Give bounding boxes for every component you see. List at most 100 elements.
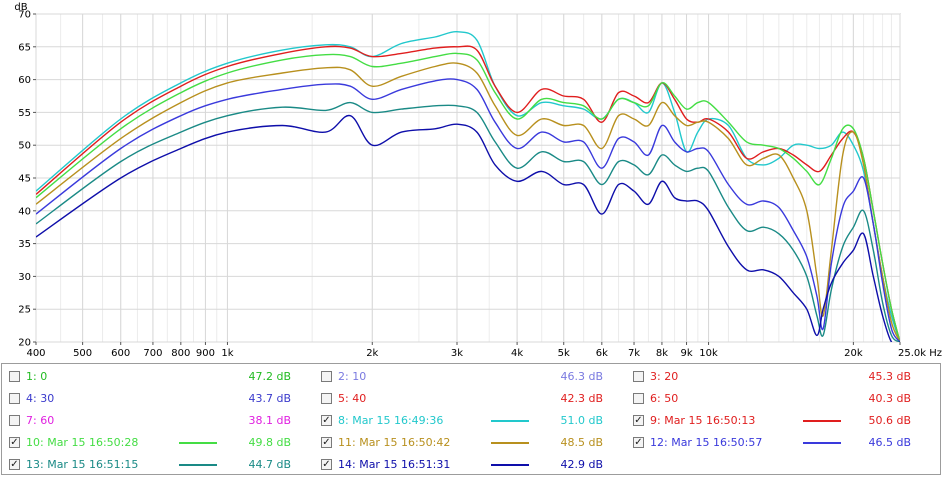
legend-item[interactable]: 2: 10 46.3 dB: [321, 368, 626, 388]
legend-item[interactable]: ✓ 10: Mar 15 16:50:28 49.8 dB: [9, 434, 314, 454]
legend-value: 45.3 dB: [868, 370, 911, 383]
tick-label-x: 3k: [451, 348, 463, 359]
check-icon: ✓: [322, 437, 331, 448]
tick-label-y: 45: [18, 174, 31, 185]
legend-checkbox-checked[interactable]: ✓: [321, 459, 332, 470]
legend-checkbox[interactable]: [633, 393, 644, 404]
legend-value: 38.1 dB: [248, 414, 291, 427]
tick-label-x: 10k: [699, 348, 718, 359]
legend-item[interactable]: 4: 30 43.7 dB: [9, 390, 314, 410]
tick-label-y: 55: [18, 108, 31, 119]
legend-checkbox[interactable]: [633, 371, 644, 382]
check-icon: ✓: [634, 437, 643, 448]
tick-label-y: 25: [18, 305, 31, 316]
tick-label-x: 900: [196, 348, 215, 359]
legend-swatch: [803, 420, 841, 422]
tick-label-y: 40: [18, 206, 31, 217]
legend-label: 12: Mar 15 16:50:57: [650, 436, 763, 449]
legend-label: 9: Mar 15 16:50:13: [650, 414, 756, 427]
tick-label-x: 25.0k Hz: [898, 348, 942, 359]
tick-label-x: 5k: [558, 348, 570, 359]
legend-panel: 1: 0 47.2 dB 2: 10 46.3 dB 3: 20 45.3 dB 4: 30…: [1, 363, 941, 475]
legend-value: 43.7 dB: [248, 392, 291, 405]
legend-label: 14: Mar 15 16:51:31: [338, 458, 451, 471]
tick-label-y: 65: [18, 42, 31, 53]
legend-checkbox[interactable]: [9, 371, 20, 382]
legend-item[interactable]: 3: 20 45.3 dB: [633, 368, 938, 388]
legend-swatch: [179, 464, 217, 466]
legend-swatch: [803, 442, 841, 444]
legend-item[interactable]: 7: 60 38.1 dB: [9, 412, 314, 432]
legend-item[interactable]: 1: 0 47.2 dB: [9, 368, 314, 388]
legend-swatch: [491, 464, 529, 466]
tick-label-x: 20k: [844, 348, 863, 359]
check-icon: ✓: [322, 459, 331, 470]
legend-label: 13: Mar 15 16:51:15: [26, 458, 139, 471]
series-line-11: [36, 62, 900, 342]
tick-label-x: 9k: [680, 348, 692, 359]
legend-item[interactable]: 5: 40 42.3 dB: [321, 390, 626, 410]
legend-label: 11: Mar 15 16:50:42: [338, 436, 451, 449]
tick-label-x: 700: [143, 348, 162, 359]
y-axis-label: dB: [14, 2, 27, 13]
tick-label-y: 60: [18, 75, 31, 86]
check-icon: ✓: [634, 415, 643, 426]
series-line-12: [36, 78, 900, 342]
tick-label-y: 35: [18, 239, 31, 250]
tick-label-x: 800: [171, 348, 190, 359]
legend-value: 44.7 dB: [248, 458, 291, 471]
legend-label: 5: 40: [338, 392, 367, 405]
legend-item[interactable]: 6: 50 40.3 dB: [633, 390, 938, 410]
tick-label-y: 30: [18, 272, 31, 283]
legend-checkbox-checked[interactable]: ✓: [321, 437, 332, 448]
legend-value: 46.5 dB: [868, 436, 911, 449]
legend-label: 7: 60: [26, 414, 55, 427]
tick-label-x: 600: [111, 348, 130, 359]
legend-value: 49.8 dB: [248, 436, 291, 449]
legend-checkbox[interactable]: [9, 415, 20, 426]
legend-item[interactable]: ✓ 12: Mar 15 16:50:57 46.5 dB: [633, 434, 938, 454]
tick-label-x: 7k: [628, 348, 640, 359]
legend-label: 10: Mar 15 16:50:28: [26, 436, 139, 449]
legend-swatch: [491, 442, 529, 444]
legend-label: 2: 10: [338, 370, 367, 383]
legend-label: 8: Mar 15 16:49:36: [338, 414, 444, 427]
legend-label: 3: 20: [650, 370, 679, 383]
tick-label-x: 400: [26, 348, 45, 359]
frequency-response-chart[interactable]: 20 25 30 35 40 45 50 55 60 65 70 400 500 600 700 800 900…: [0, 0, 944, 362]
series-line-10: [36, 52, 900, 342]
legend-checkbox-checked[interactable]: ✓: [633, 437, 644, 448]
legend-value: 51.0 dB: [560, 414, 603, 427]
legend-label: 6: 50: [650, 392, 679, 405]
legend-value: 40.3 dB: [868, 392, 911, 405]
legend-swatch: [491, 420, 529, 422]
legend-checkbox-checked[interactable]: ✓: [9, 437, 20, 448]
legend-label: 1: 0: [26, 370, 48, 383]
legend-item[interactable]: ✓ 13: Mar 15 16:51:15 44.7 dB: [9, 456, 314, 476]
tick-label-y: 50: [18, 141, 31, 152]
legend-value: 42.9 dB: [560, 458, 603, 471]
legend-value: 47.2 dB: [248, 370, 291, 383]
tick-label-x: 500: [73, 348, 92, 359]
tick-label-x: 1k: [221, 348, 233, 359]
tick-label-x: 4k: [511, 348, 523, 359]
tick-label-x: 2k: [366, 348, 378, 359]
legend-item[interactable]: ✓ 11: Mar 15 16:50:42 48.5 dB: [321, 434, 626, 454]
legend-swatch: [179, 442, 217, 444]
legend-checkbox-checked[interactable]: ✓: [633, 415, 644, 426]
tick-label-x: 8k: [656, 348, 668, 359]
chart-grid: [35, 13, 901, 343]
legend-checkbox[interactable]: [321, 393, 332, 404]
legend-checkbox[interactable]: [9, 393, 20, 404]
check-icon: ✓: [10, 437, 19, 448]
legend-value: 50.6 dB: [868, 414, 911, 427]
legend-value: 48.5 dB: [560, 436, 603, 449]
legend-item[interactable]: ✓ 8: Mar 15 16:49:36 51.0 dB: [321, 412, 626, 432]
legend-checkbox-checked[interactable]: ✓: [321, 415, 332, 426]
series-line-13: [36, 101, 900, 342]
tick-label-x: 6k: [596, 348, 608, 359]
legend-item[interactable]: ✓ 9: Mar 15 16:50:13 50.6 dB: [633, 412, 938, 432]
legend-checkbox-checked[interactable]: ✓: [9, 459, 20, 470]
legend-checkbox[interactable]: [321, 371, 332, 382]
legend-item[interactable]: ✓ 14: Mar 15 16:51:31 42.9 dB: [321, 456, 626, 476]
